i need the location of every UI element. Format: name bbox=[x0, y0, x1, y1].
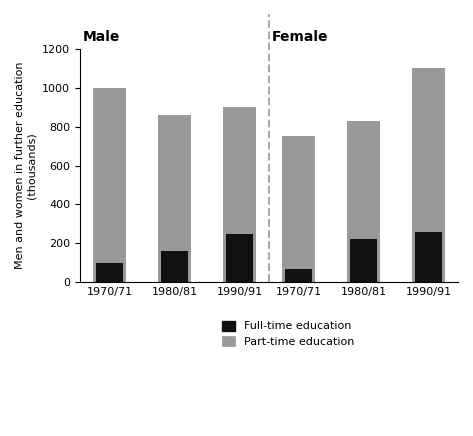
Bar bbox=[158, 115, 191, 282]
Text: Male: Male bbox=[83, 30, 120, 44]
Bar bbox=[412, 68, 445, 282]
Bar bbox=[415, 232, 442, 282]
Y-axis label: Men and women in further education
(thousands): Men and women in further education (thou… bbox=[15, 62, 36, 269]
Bar bbox=[350, 239, 377, 282]
Bar bbox=[223, 107, 256, 282]
Bar bbox=[161, 251, 188, 282]
Bar bbox=[282, 136, 315, 282]
Bar bbox=[226, 234, 253, 282]
Bar bbox=[347, 121, 380, 282]
Text: Female: Female bbox=[272, 30, 328, 44]
Bar bbox=[285, 269, 312, 282]
Bar bbox=[96, 263, 123, 282]
Bar bbox=[93, 88, 126, 282]
Legend: Full-time education, Part-time education: Full-time education, Part-time education bbox=[222, 321, 354, 347]
